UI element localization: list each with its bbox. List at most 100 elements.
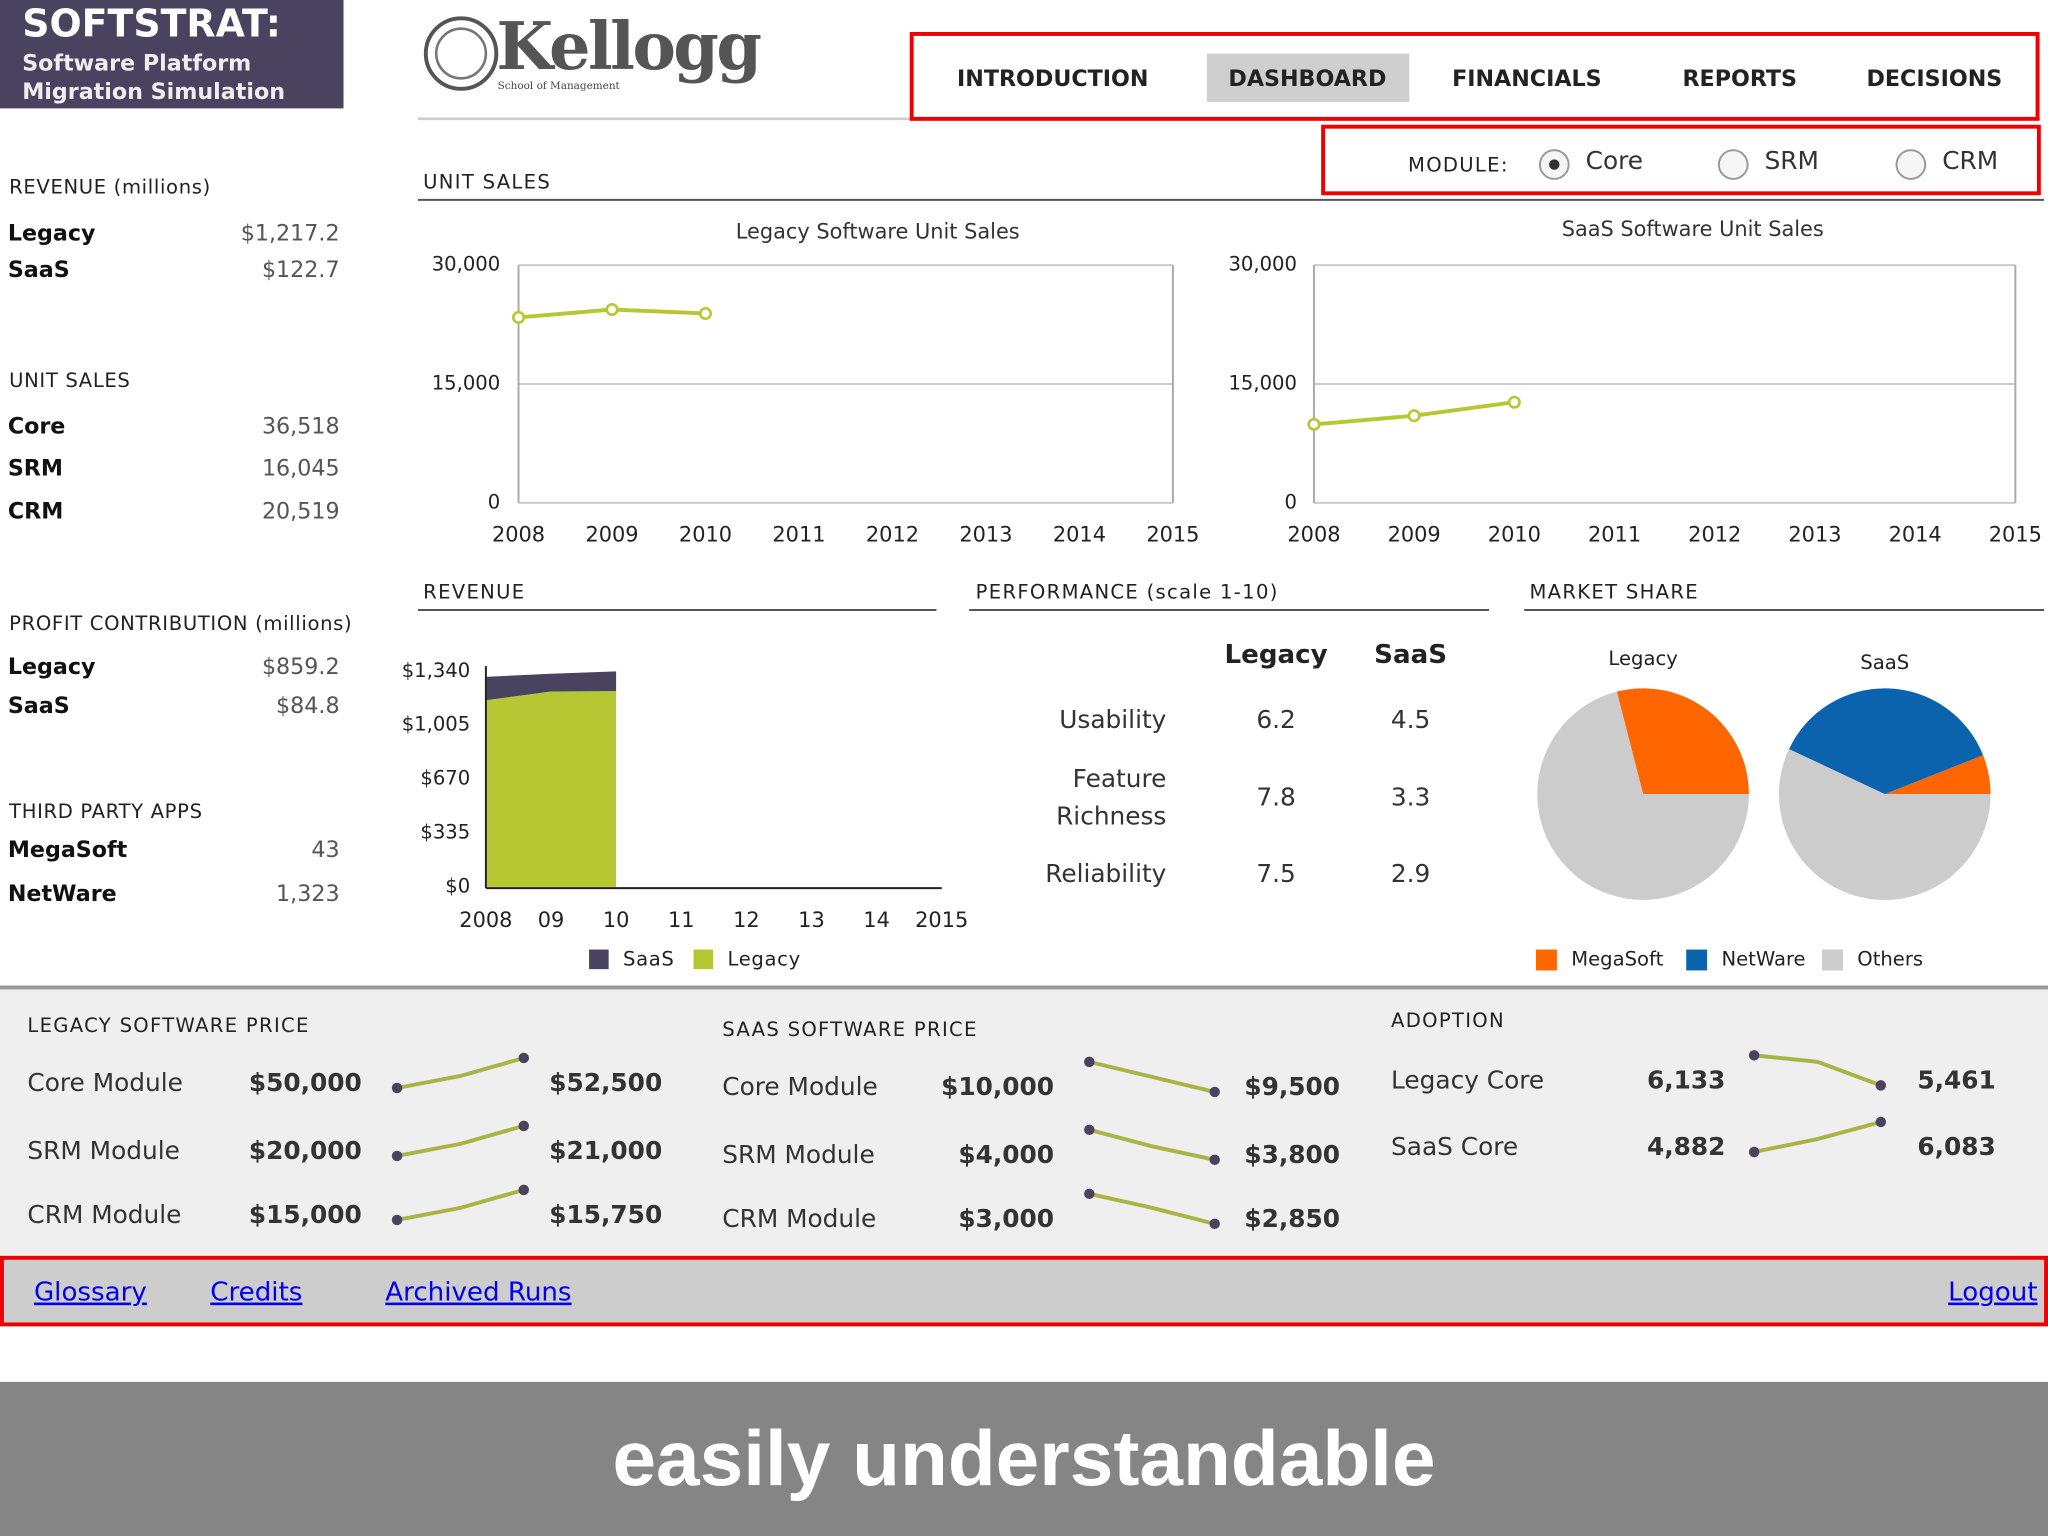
x-tick-label: 2015 — [915, 908, 968, 932]
pie-slice — [1537, 691, 1749, 900]
panel-heading: ADOPTION — [1391, 1009, 1505, 1032]
caption-bar — [0, 1381, 2048, 1536]
sidebar-name: SRM — [8, 455, 63, 481]
panel-heading: SAAS SOFTWARE PRICE — [722, 1018, 977, 1041]
x-tick-label: 2013 — [1788, 523, 1841, 547]
sparkline-dot — [518, 1184, 529, 1196]
cell-value: 2.9 — [1391, 859, 1430, 888]
sidebar-value: 43 — [311, 837, 339, 863]
line-point — [1307, 417, 1321, 431]
sparkline — [396, 1123, 525, 1158]
legend-label: SaaS — [623, 948, 674, 971]
y-tick-label: $0 — [445, 874, 470, 897]
sparkline — [1088, 1191, 1216, 1226]
sidebar-value: 20,519 — [262, 499, 340, 525]
legend-swatch — [1686, 949, 1708, 971]
pie-slice — [1616, 688, 1749, 795]
end-value: $21,000 — [549, 1136, 662, 1165]
footer-link[interactable]: Glossary — [34, 1278, 147, 1308]
column-header: Legacy — [1225, 640, 1328, 670]
radio[interactable] — [1895, 149, 1927, 180]
footer-bar — [0, 1255, 2048, 1327]
logout-link[interactable]: Logout — [1948, 1278, 2037, 1308]
x-tick-label: 2014 — [1889, 523, 1942, 547]
row-label: Reliability — [1045, 859, 1166, 888]
line-point — [1407, 409, 1421, 423]
sidebar-value: $84.8 — [276, 693, 340, 719]
legend-label: Legacy — [728, 948, 801, 971]
radio-label[interactable]: SRM — [1765, 146, 1819, 175]
x-tick-label: 2012 — [1688, 523, 1741, 547]
y-tick-label: 30,000 — [432, 253, 501, 276]
cell-value: 3.3 — [1391, 783, 1430, 812]
radio[interactable] — [1717, 149, 1749, 180]
row-name: CRM Module — [27, 1200, 181, 1229]
radio-dot — [1549, 159, 1560, 170]
nav-item[interactable]: INTRODUCTION — [957, 66, 1148, 92]
cell-value: 7.8 — [1256, 783, 1295, 812]
sidebar-name: Legacy — [8, 220, 96, 246]
cell-value: 6.2 — [1256, 705, 1295, 734]
sidebar-name: NetWare — [8, 881, 117, 907]
brand-subtitle: Software Platform — [22, 51, 251, 77]
nav-item[interactable]: DASHBOARD — [1228, 66, 1386, 92]
module-label: MODULE: — [1408, 153, 1509, 176]
line-point — [1507, 395, 1521, 409]
end-value: $9,500 — [1244, 1072, 1340, 1101]
footer-link[interactable]: Archived Runs — [385, 1278, 571, 1308]
footer-link[interactable]: Credits — [210, 1278, 302, 1308]
pie-slice — [1789, 688, 1984, 795]
x-tick-label: 2009 — [1388, 523, 1441, 547]
radio-label[interactable]: CRM — [1942, 146, 1998, 175]
y-tick-label: 15,000 — [1228, 372, 1297, 395]
pie-slice — [1884, 755, 1991, 795]
sidebar-value: $859.2 — [262, 654, 340, 680]
sparkline-dot — [1209, 1154, 1220, 1166]
pie-slice — [1778, 749, 1991, 900]
section-heading: PERFORMANCE (scale 1-10) — [976, 580, 1279, 603]
sidebar-name: MegaSoft — [8, 837, 128, 863]
area-series — [485, 691, 617, 887]
sparkline-dot — [1748, 1050, 1760, 1061]
line-point — [698, 306, 713, 321]
x-tick-label: 11 — [668, 908, 695, 932]
row-name: SaaS Core — [1391, 1132, 1518, 1161]
section-heading: REVENUE — [423, 580, 525, 603]
radio-label[interactable]: Core — [1586, 146, 1643, 175]
y-tick-label: $670 — [420, 767, 470, 790]
brand-box — [0, 0, 344, 109]
sparkline-dot — [391, 1214, 403, 1226]
sparkline — [1753, 1053, 1882, 1088]
line-point — [512, 310, 526, 324]
start-value: 6,133 — [1647, 1065, 1725, 1094]
y-tick-label: $335 — [420, 820, 470, 843]
sparkline-dot — [391, 1150, 403, 1162]
logo-seal — [434, 27, 488, 80]
bottom-panel — [0, 988, 2048, 1257]
area-series — [485, 671, 617, 701]
sparkline-dot — [1084, 1124, 1095, 1136]
sidebar-value: 1,323 — [276, 881, 340, 907]
sparkline-dot — [1748, 1146, 1760, 1158]
logo-name: Kellogg — [496, 9, 761, 85]
nav-item[interactable]: DECISIONS — [1866, 66, 2002, 92]
nav-item[interactable]: FINANCIALS — [1452, 66, 1602, 92]
legend-label: Others — [1857, 948, 1923, 971]
x-tick-label: 12 — [733, 908, 760, 932]
sidebar-heading: THIRD PARTY APPS — [8, 800, 203, 823]
brand-subtitle: Migration Simulation — [22, 79, 285, 105]
sidebar-value: 16,045 — [262, 455, 340, 481]
sparkline — [396, 1187, 525, 1222]
end-value: $52,500 — [549, 1068, 662, 1097]
sparkline — [1753, 1120, 1882, 1154]
x-tick-label: 2011 — [772, 523, 825, 547]
nav-item[interactable]: REPORTS — [1682, 66, 1797, 92]
row-name: Core Module — [722, 1072, 877, 1101]
caption: easily understandable — [612, 1414, 1435, 1502]
brand-title: SOFTSTRAT: — [22, 2, 281, 46]
sidebar-name: SaaS — [8, 257, 70, 283]
highlight-box — [909, 31, 2040, 121]
row-name: Legacy Core — [1391, 1065, 1544, 1094]
